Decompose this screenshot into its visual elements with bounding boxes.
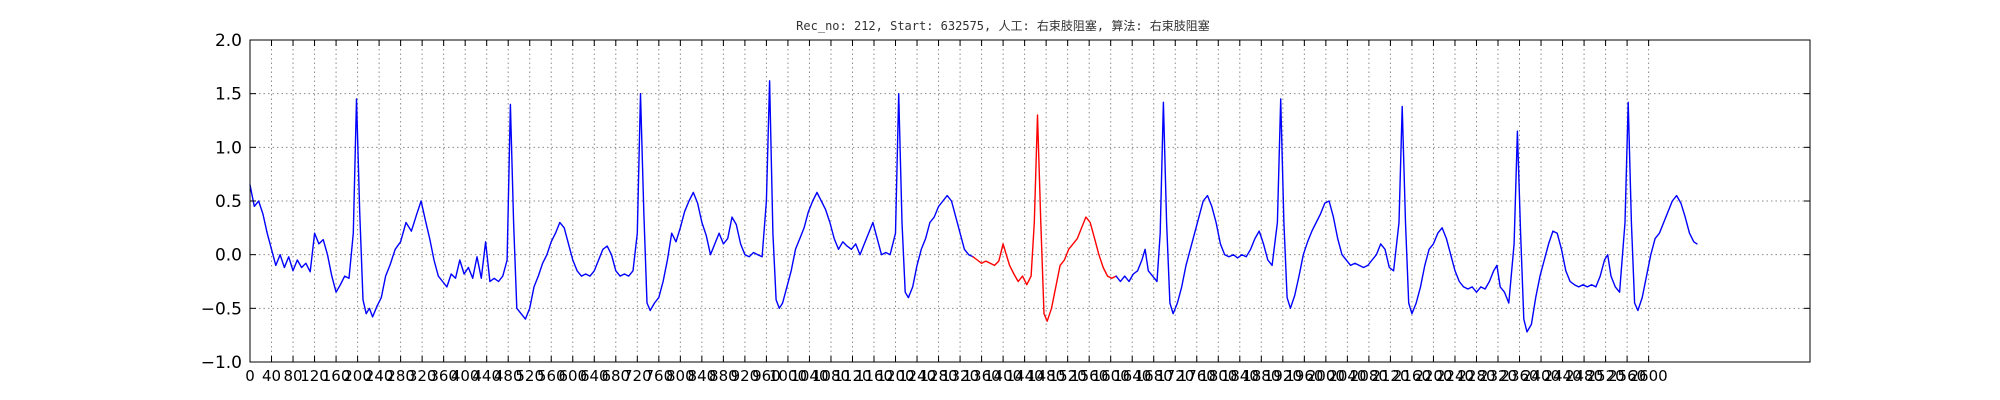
x-tick-label: 2080: [1350, 367, 1388, 385]
x-tick-label: 2200: [1414, 367, 1452, 385]
x-tick-label: 200: [343, 367, 372, 385]
x-tick-label: 2560: [1608, 367, 1646, 385]
x-tick-label: 2520: [1586, 367, 1624, 385]
x-tick-label: 520: [515, 367, 544, 385]
x-tick-label: 920: [731, 367, 760, 385]
series-group: [249, 80, 1698, 333]
x-tick-label: 1520: [1049, 367, 1087, 385]
x-tick-label: 1800: [1199, 367, 1237, 385]
x-tick-label: 720: [623, 367, 652, 385]
x-tick-label: 1120: [833, 367, 871, 385]
y-tick-label: 1.0: [215, 138, 242, 158]
x-tick-label: 1040: [790, 367, 828, 385]
x-tick-label: 1440: [1006, 367, 1044, 385]
x-tick-label: 680: [601, 367, 630, 385]
x-tick-label: 2240: [1436, 367, 1474, 385]
x-tick-label: 840: [688, 367, 717, 385]
x-tick-label: 2480: [1565, 367, 1603, 385]
x-tick-label: 760: [645, 367, 674, 385]
x-tick-label: 1560: [1070, 367, 1108, 385]
x-tick-label: 320: [408, 367, 437, 385]
x-tick-label: 1600: [1092, 367, 1130, 385]
x-tick-label: 2120: [1371, 367, 1409, 385]
x-tick-label: 1480: [1027, 367, 1065, 385]
x-tick-label: 640: [580, 367, 609, 385]
x-tick-label: 600: [558, 367, 587, 385]
x-tick-label: 1080: [812, 367, 850, 385]
x-tick-label: 2600: [1630, 367, 1668, 385]
x-tick-label: 0: [245, 367, 255, 385]
x-axis: 0 40 8012016020024028032036040044048052056…: [245, 40, 1668, 385]
y-axis: −1.0 −0.5 0.0 0.5 1.0 1.5 2.0: [201, 31, 1810, 373]
x-tick-label: 1280: [919, 367, 957, 385]
x-tick-label: 2400: [1522, 367, 1560, 385]
x-tick-label: 1240: [898, 367, 936, 385]
x-tick-label: 1160: [855, 367, 893, 385]
x-tick-label: 1840: [1221, 367, 1259, 385]
x-tick-label: 2040: [1328, 367, 1366, 385]
x-tick-label: 1880: [1242, 367, 1280, 385]
x-tick-label: 880: [709, 367, 738, 385]
x-tick-label: 1640: [1113, 367, 1151, 385]
x-tick-label: 1760: [1178, 367, 1216, 385]
x-tick-label: 400: [451, 367, 480, 385]
x-tick-label: 2320: [1479, 367, 1517, 385]
x-tick-label: 1400: [984, 367, 1022, 385]
x-tick-label: 800: [666, 367, 695, 385]
x-tick-label: 480: [494, 367, 523, 385]
ecg-series-line-2: [972, 114, 1117, 322]
x-tick-label: 1200: [876, 367, 914, 385]
x-tick-label: 1360: [962, 367, 1000, 385]
x-tick-label: 440: [472, 367, 501, 385]
x-tick-label: 1680: [1135, 367, 1173, 385]
x-tick-label: 1920: [1264, 367, 1302, 385]
x-tick-label: 560: [537, 367, 566, 385]
x-tick-label: 2160: [1393, 367, 1431, 385]
x-tick-label: 2440: [1543, 367, 1581, 385]
y-tick-label: 2.0: [215, 31, 242, 51]
x-tick-label: 160: [322, 367, 351, 385]
x-tick-label: 120: [300, 367, 329, 385]
x-tick-label: 80: [283, 367, 302, 385]
x-tick-label: 960: [752, 367, 781, 385]
chart-title: Rec_no: 212, Start: 632575, 人工: 右束肢阻塞, 算…: [796, 18, 1210, 33]
x-tick-label: 1720: [1156, 367, 1194, 385]
x-tick-label: 1320: [941, 367, 979, 385]
y-tick-label: 1.5: [215, 85, 242, 105]
x-tick-label: 2000: [1307, 367, 1345, 385]
x-tick-label: 2280: [1457, 367, 1495, 385]
y-tick-label: 0.0: [215, 246, 242, 266]
ecg-series-line-1: [249, 80, 974, 320]
y-tick-label: −0.5: [201, 299, 242, 319]
x-tick-label: 40: [262, 367, 281, 385]
y-tick-label: 0.5: [215, 192, 242, 212]
x-tick-label: 280: [386, 367, 415, 385]
grid: [250, 40, 1810, 362]
x-tick-label: 240: [365, 367, 394, 385]
x-tick-label: 360: [429, 367, 458, 385]
ecg-series-line-3: [1115, 98, 1698, 333]
x-tick-label: 1960: [1285, 367, 1323, 385]
y-tick-label: −1.0: [201, 353, 242, 373]
x-tick-label: 2360: [1500, 367, 1538, 385]
x-tick-label: 1000: [769, 367, 807, 385]
